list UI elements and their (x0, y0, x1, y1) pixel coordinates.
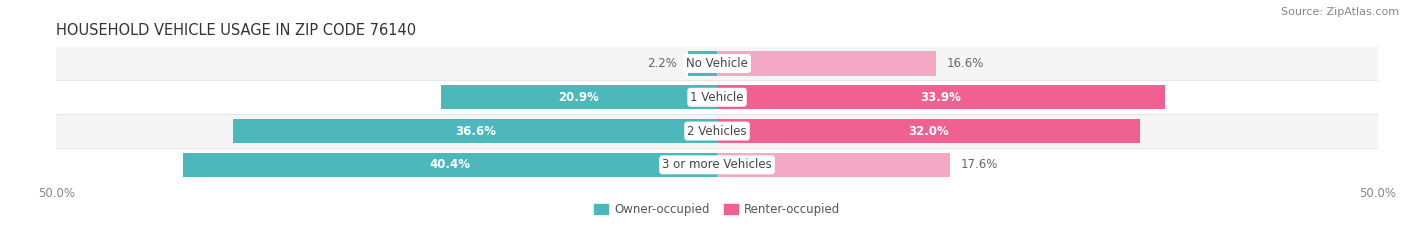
Text: 2.2%: 2.2% (648, 57, 678, 70)
Text: 3 or more Vehicles: 3 or more Vehicles (662, 158, 772, 171)
Text: 32.0%: 32.0% (908, 125, 949, 137)
Bar (183, 153, 717, 177)
Text: 40.4%: 40.4% (430, 158, 471, 171)
Text: 17.6%: 17.6% (960, 158, 998, 171)
Text: 36.6%: 36.6% (454, 125, 496, 137)
Bar (56, 148, 1378, 182)
Bar (56, 47, 1378, 80)
Text: 20.9%: 20.9% (558, 91, 599, 104)
Bar (56, 80, 1378, 114)
Text: HOUSEHOLD VEHICLE USAGE IN ZIP CODE 76140: HOUSEHOLD VEHICLE USAGE IN ZIP CODE 7614… (56, 24, 416, 38)
Bar (56, 114, 1378, 148)
Bar (717, 119, 1140, 143)
Bar (717, 153, 949, 177)
Text: 2 Vehicles: 2 Vehicles (688, 125, 747, 137)
Text: 33.9%: 33.9% (921, 91, 962, 104)
Bar (233, 119, 717, 143)
Bar (717, 51, 936, 76)
Text: 16.6%: 16.6% (948, 57, 984, 70)
Text: Source: ZipAtlas.com: Source: ZipAtlas.com (1281, 7, 1399, 17)
Text: 1 Vehicle: 1 Vehicle (690, 91, 744, 104)
Legend: Owner-occupied, Renter-occupied: Owner-occupied, Renter-occupied (589, 199, 845, 221)
Bar (717, 85, 1166, 110)
Bar (688, 51, 717, 76)
Bar (441, 85, 717, 110)
Text: No Vehicle: No Vehicle (686, 57, 748, 70)
